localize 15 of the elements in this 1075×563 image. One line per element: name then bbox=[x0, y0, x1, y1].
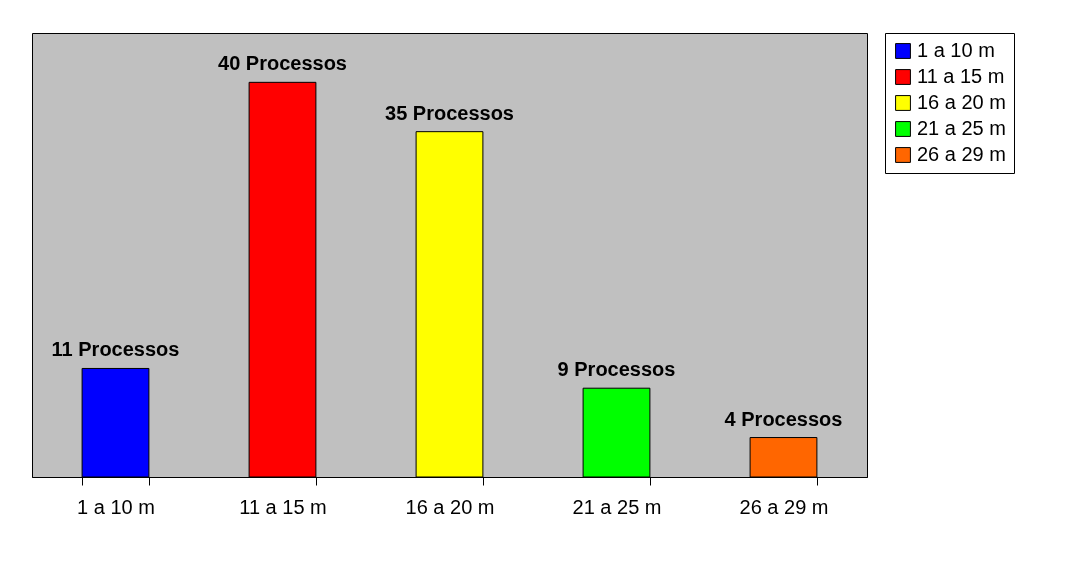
legend-label: 1 a 10 m bbox=[917, 39, 995, 61]
legend-label: 21 a 25 m bbox=[917, 117, 1006, 139]
data-label: 9 Processos bbox=[557, 358, 676, 381]
data-label: 40 Processos bbox=[218, 52, 347, 75]
legend-label: 16 a 20 m bbox=[917, 91, 1006, 113]
x-tick-label: 1 a 10 m bbox=[77, 495, 155, 518]
x-tick-label: 11 a 15 m bbox=[239, 495, 327, 518]
legend-label: 11 a 15 m bbox=[917, 65, 1005, 87]
x-tick-label: 16 a 20 m bbox=[405, 495, 495, 518]
data-label: 4 Processos bbox=[724, 407, 843, 430]
legend-label: 26 a 29 m bbox=[917, 143, 1006, 165]
data-label: 35 Processos bbox=[385, 101, 514, 124]
data-label: 11 Processos bbox=[51, 338, 180, 361]
x-tick-label: 26 a 29 m bbox=[739, 495, 829, 518]
x-tick-label: 21 a 25 m bbox=[572, 495, 662, 518]
